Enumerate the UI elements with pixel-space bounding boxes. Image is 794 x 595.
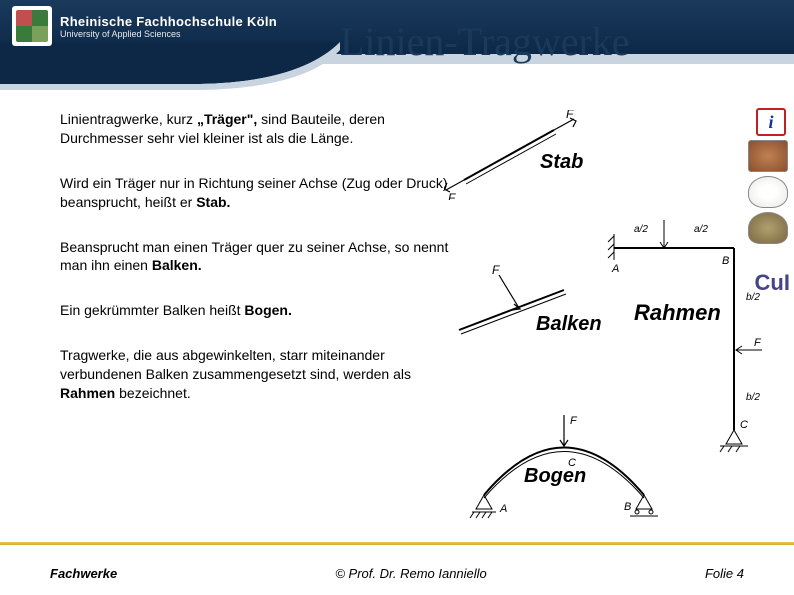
- cui-label: CuI: [755, 270, 790, 296]
- helmet-icon[interactable]: [748, 212, 788, 244]
- svg-text:A: A: [611, 263, 619, 275]
- svg-text:F: F: [448, 191, 456, 200]
- logo: Rheinische Fachhochschule Köln Universit…: [12, 6, 277, 46]
- logo-icon: [12, 6, 52, 46]
- svg-text:b/2: b/2: [746, 392, 760, 403]
- info-icon[interactable]: i: [756, 108, 786, 136]
- rope-knot-icon[interactable]: [748, 140, 788, 172]
- paragraph-stab: Wird ein Träger nur in Richtung seiner A…: [60, 174, 460, 212]
- paragraph-rahmen: Tragwerke, die aus abgewinkelten, starr …: [60, 346, 460, 403]
- svg-text:F: F: [566, 110, 574, 121]
- svg-text:Rahmen: Rahmen: [634, 300, 721, 325]
- svg-text:F: F: [754, 337, 762, 349]
- header-curve: [0, 42, 340, 92]
- figure-rahmen: F a/2 a/2 b/2 b/2 A B C Rahmen: [604, 220, 764, 475]
- svg-text:F: F: [570, 415, 578, 427]
- paragraph-bogen: Ein gekrümmter Balken heißt Bogen.: [60, 301, 460, 320]
- cream-bowl-icon[interactable]: [748, 176, 788, 208]
- institution-sub: University of Applied Sciences: [60, 29, 277, 39]
- svg-text:B: B: [624, 501, 631, 513]
- svg-text:Balken: Balken: [536, 313, 602, 335]
- svg-text:F: F: [492, 263, 500, 277]
- svg-text:C: C: [740, 419, 748, 431]
- content-body: Linientragwerke, kurz „Träger", sind Bau…: [60, 110, 460, 429]
- footer-slide-number: Folie 4: [705, 566, 744, 581]
- footer-divider: [0, 542, 794, 545]
- paragraph-intro: Linientragwerke, kurz „Träger", sind Bau…: [60, 110, 460, 148]
- footer: Fachwerke © Prof. Dr. Remo Ianniello Fol…: [0, 566, 794, 581]
- footer-author: © Prof. Dr. Remo Ianniello: [335, 566, 486, 581]
- svg-text:Stab: Stab: [540, 151, 583, 173]
- page-title: Linien-Tragwerke: [340, 18, 630, 65]
- svg-text:Bogen: Bogen: [524, 465, 586, 487]
- svg-text:a/2: a/2: [634, 224, 648, 235]
- svg-text:A: A: [499, 503, 507, 515]
- svg-text:B: B: [722, 255, 729, 267]
- svg-text:a/2: a/2: [694, 224, 708, 235]
- figure-balken: F Balken: [444, 260, 614, 355]
- logo-text: Rheinische Fachhochschule Köln Universit…: [60, 14, 277, 39]
- paragraph-balken: Beansprucht man einen Träger quer zu sei…: [60, 238, 460, 276]
- footer-left: Fachwerke: [50, 566, 117, 581]
- figure-stab: F F Stab: [444, 110, 594, 205]
- sidebar-icons: i: [748, 108, 788, 244]
- institution-name: Rheinische Fachhochschule Köln: [60, 14, 277, 29]
